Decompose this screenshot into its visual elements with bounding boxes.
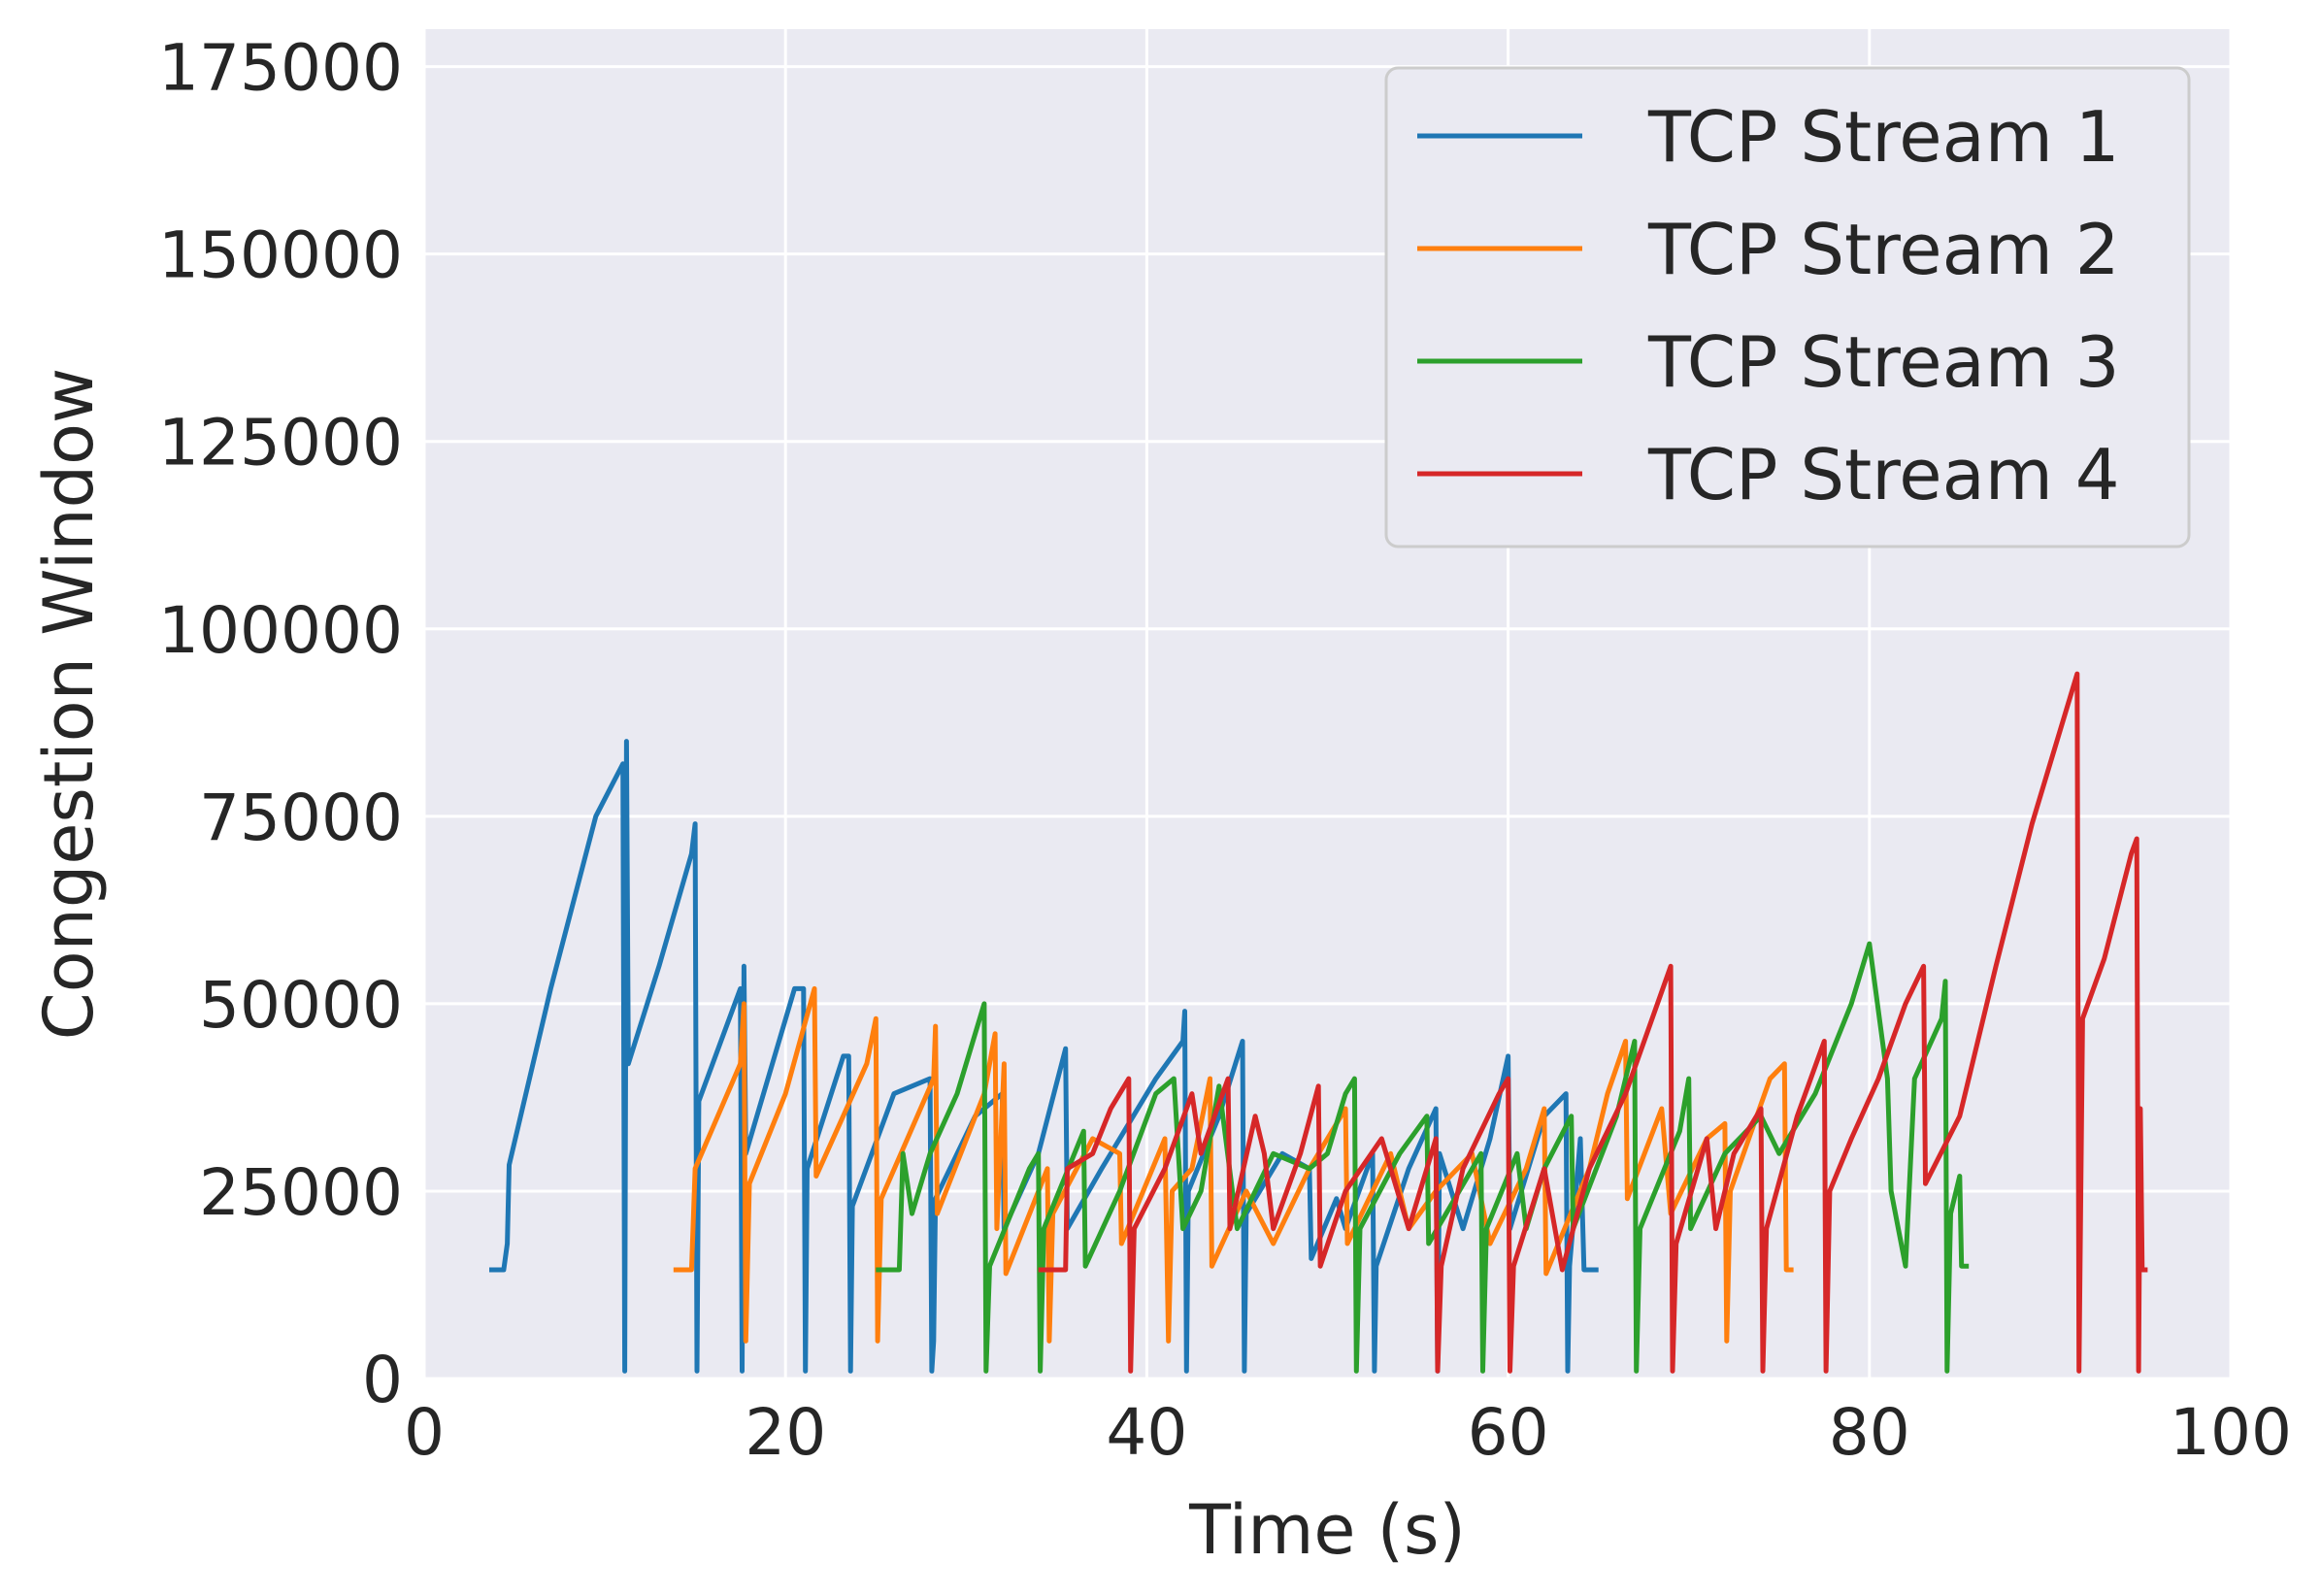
gridlines xyxy=(422,29,2233,1380)
series-lines xyxy=(489,671,2148,1374)
y-tick-labels: 0 25000 50000 75000 100000 125000 150000 175000 xyxy=(158,31,403,1417)
x-tick-labels: 0 20 40 60 80 100 xyxy=(404,1395,2292,1470)
legend-box xyxy=(1384,66,2191,549)
x-tick-label: 80 xyxy=(1829,1395,1910,1470)
series-line-4 xyxy=(1038,671,2148,1374)
legend-label: TCP Stream 2 xyxy=(1647,209,2120,290)
legend: TCP Stream 1 TCP Stream 2 TCP Stream 3 TCP … xyxy=(1384,66,2191,549)
x-tick-label: 20 xyxy=(745,1395,826,1470)
y-axis-label: Congestion Window xyxy=(29,368,109,1040)
legend-label: TCP Stream 1 xyxy=(1647,96,2120,178)
x-axis-label: Time (s) xyxy=(1188,1490,1466,1570)
x-tick-label: 100 xyxy=(2170,1395,2292,1470)
y-tick-label: 75000 xyxy=(199,781,403,855)
x-tick-label: 0 xyxy=(404,1395,445,1470)
legend-label: TCP Stream 4 xyxy=(1647,434,2120,515)
legend-label: TCP Stream 3 xyxy=(1647,321,2120,403)
y-tick-label: 125000 xyxy=(158,406,403,481)
y-tick-label: 25000 xyxy=(199,1155,403,1230)
x-tick-label: 40 xyxy=(1106,1395,1187,1470)
y-tick-label: 175000 xyxy=(158,31,403,106)
y-tick-label: 50000 xyxy=(199,968,403,1043)
y-tick-label: 150000 xyxy=(158,218,403,293)
y-tick-label: 100000 xyxy=(158,593,403,668)
y-tick-label: 0 xyxy=(362,1343,403,1417)
series-line-2 xyxy=(673,985,1794,1344)
x-tick-label: 60 xyxy=(1468,1395,1549,1470)
